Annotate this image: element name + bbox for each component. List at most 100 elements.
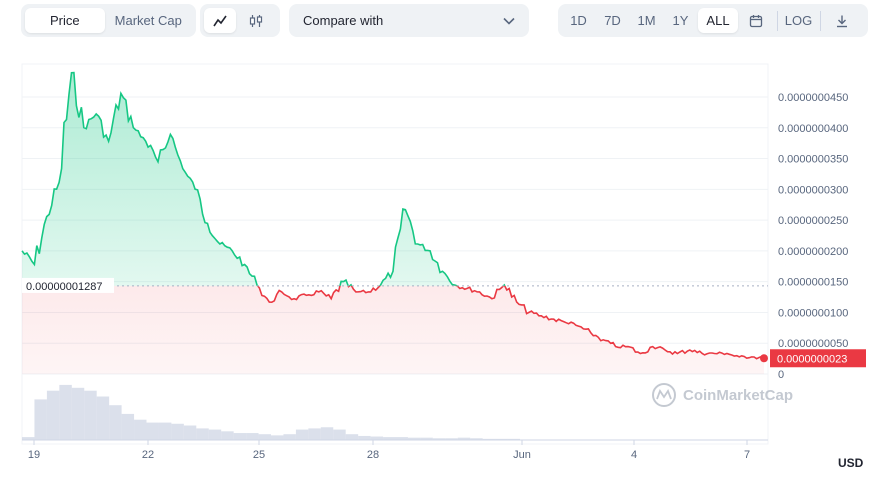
x-tick-label: 25 <box>253 449 265 461</box>
volume-bar <box>158 422 172 440</box>
y-tick-label: 0.0000000100 <box>778 307 848 319</box>
y-tick-label: 0.0000000250 <box>778 215 848 227</box>
x-tick-label: 22 <box>142 449 154 461</box>
volume-bar <box>445 438 458 440</box>
candlestick-icon <box>249 14 263 27</box>
current-price-label: 0.0000000023 <box>777 353 847 365</box>
volume-bar <box>46 390 60 440</box>
y-tick-label: 0 <box>778 369 784 381</box>
volume-bar <box>495 438 508 440</box>
volume-bar <box>295 429 309 440</box>
volume-bar <box>432 438 446 440</box>
chevron-down-icon <box>503 17 515 25</box>
volume-bar <box>121 413 135 440</box>
price-area <box>21 71 765 374</box>
time-range-toggle: 1D 7D 1M 1Y ALL LOG <box>558 4 868 37</box>
range-1m-button[interactable]: 1M <box>637 13 656 28</box>
compare-with-select[interactable]: Compare with <box>289 4 529 37</box>
current-price: 0.0000000023 <box>760 349 866 368</box>
volume-bar <box>146 422 159 440</box>
coinmarketcap-logo-icon <box>652 383 676 407</box>
volume-bars <box>22 384 520 440</box>
volume-bar <box>96 396 110 440</box>
price-line-above-reference <box>21 71 506 286</box>
chart-view-toggle <box>200 4 280 37</box>
y-tick-label: 0.0000000400 <box>778 123 848 135</box>
volume-bar <box>333 429 346 440</box>
x-tick-label: 4 <box>631 449 637 461</box>
range-1d-button[interactable]: 1D <box>570 13 587 28</box>
volume-bar <box>308 428 321 440</box>
chart-canvas[interactable]: 0.00000001287 CoinMarketCap 0.0000000450… <box>0 48 878 480</box>
range-all-button[interactable]: ALL <box>698 8 738 33</box>
volume-bar <box>358 435 371 440</box>
candlestick-chart-button[interactable] <box>240 8 272 33</box>
x-tick-label: 19 <box>28 449 40 461</box>
tab-market-cap[interactable]: Market Cap <box>114 13 182 28</box>
volume-bar <box>84 390 97 440</box>
current-price-dot <box>760 354 768 363</box>
volume-bar <box>258 434 271 440</box>
current-price-badge <box>770 349 866 368</box>
toolbar-divider <box>777 10 778 31</box>
price-chart[interactable]: 0.00000001287 CoinMarketCap 0.0000000450… <box>0 48 878 480</box>
volume-bar <box>59 384 72 440</box>
volume-bar <box>370 436 384 440</box>
y-tick-label: 0.0000000350 <box>778 154 848 166</box>
volume-bar <box>420 437 433 440</box>
download-button[interactable] <box>825 8 858 33</box>
volume-bar <box>457 437 471 440</box>
volume-bar <box>470 438 483 440</box>
volume-bar <box>395 437 408 440</box>
reference-price: 0.00000001287 <box>22 277 768 293</box>
volume-bar <box>208 429 222 440</box>
y-tick-label: 0.0000000300 <box>778 184 848 196</box>
download-icon <box>836 15 847 27</box>
line-chart-icon <box>213 15 227 26</box>
tab-price[interactable]: Price <box>25 8 105 33</box>
volume-bar <box>271 435 284 440</box>
volume-bar <box>482 438 496 440</box>
coinmarketcap-watermark: CoinMarketCap <box>652 383 793 407</box>
volume-bar <box>407 437 421 440</box>
volume-bar <box>221 431 234 440</box>
volume-bar <box>507 438 520 440</box>
volume-bar <box>283 434 296 440</box>
volume-bar <box>171 423 184 440</box>
area-fill-below-reference <box>22 285 764 374</box>
x-tick-label: 28 <box>367 449 379 461</box>
price-line-below-reference <box>256 285 765 360</box>
toolbar-divider <box>820 10 821 31</box>
watermark-text: CoinMarketCap <box>683 387 793 404</box>
reference-label-background <box>22 277 114 293</box>
volume-bar <box>196 428 209 440</box>
y-tick-label: 0.0000000050 <box>778 338 848 350</box>
volume-bar <box>134 419 147 440</box>
log-scale-button[interactable]: LOG <box>784 13 813 28</box>
volume-bar <box>109 405 122 440</box>
x-tick-label: Jun <box>513 449 531 461</box>
calendar-icon <box>749 14 762 27</box>
volume-bar <box>383 437 396 440</box>
y-tick-label: 0.0000000200 <box>778 246 848 258</box>
x-tick-label: 7 <box>744 449 750 461</box>
coinmarketcap-logo-mark <box>656 389 672 400</box>
volume-bar <box>34 399 47 440</box>
chart-axes: 0.0000000450 0.0000000400 0.0000000350 0.00… <box>22 92 848 461</box>
volume-bar <box>320 427 334 440</box>
range-7d-button[interactable]: 7D <box>604 13 621 28</box>
range-1y-button[interactable]: 1Y <box>672 13 689 28</box>
volume-bar <box>345 434 359 440</box>
chart-toolbar: Price Market Cap Compare with 1D 7D 1M 1… <box>0 4 878 40</box>
date-range-button[interactable] <box>739 8 772 33</box>
chart-type-toggle: Price Market Cap <box>21 4 196 37</box>
volume-bar <box>71 387 85 440</box>
volume-bar <box>22 437 35 440</box>
currency-label: USD <box>838 456 864 470</box>
y-tick-label: 0.0000000450 <box>778 92 848 104</box>
area-fill-above-reference <box>22 72 505 286</box>
line-chart-button[interactable] <box>204 8 236 33</box>
compare-with-label: Compare with <box>303 13 384 28</box>
reference-price-label: 0.00000001287 <box>26 281 102 293</box>
volume-bar <box>233 433 247 440</box>
